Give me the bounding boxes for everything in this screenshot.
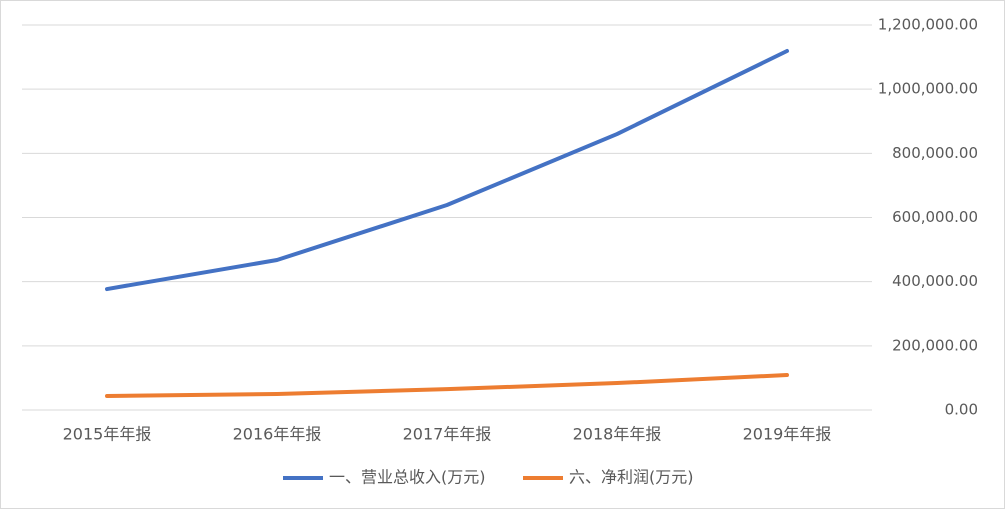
x-tick-label: 2017年年报 — [403, 425, 492, 444]
series-line — [105, 373, 789, 399]
y-tick-label: 200,000.00 — [892, 336, 978, 354]
y-tick-label: 400,000.00 — [892, 272, 978, 290]
series-line — [105, 48, 789, 292]
y-tick-label: 800,000.00 — [892, 144, 978, 162]
y-tick-label: 0.00 — [945, 401, 978, 419]
x-tick-label: 2018年年报 — [573, 425, 662, 444]
y-tick-label: 600,000.00 — [892, 208, 978, 226]
x-tick-label: 2015年年报 — [63, 425, 152, 444]
x-tick-label: 2019年年报 — [743, 425, 832, 444]
y-tick-label: 1,200,000.00 — [878, 16, 978, 34]
legend-label: 一、营业总收入(万元) — [329, 468, 486, 487]
x-tick-label: 2016年年报 — [233, 425, 322, 444]
legend-label: 六、净利润(万元) — [569, 468, 694, 487]
y-tick-label: 1,000,000.00 — [878, 80, 978, 98]
